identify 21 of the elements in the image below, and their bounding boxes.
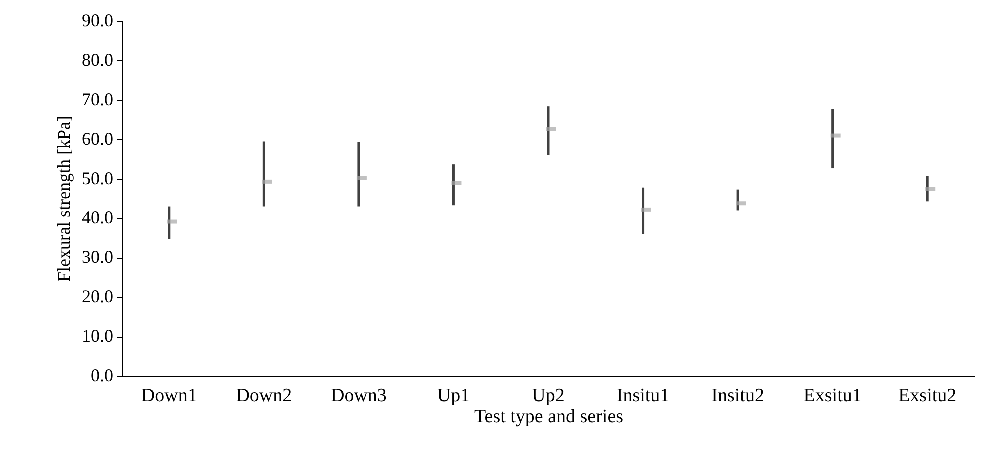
x-tick-label: Up2 <box>532 386 565 406</box>
y-tick-label: 40.0 <box>82 208 114 228</box>
y-tick-label: 60.0 <box>82 128 114 149</box>
y-tick-label: 10.0 <box>82 326 114 346</box>
y-tick-label: 30.0 <box>82 247 114 268</box>
x-tick-label: Insitu2 <box>712 386 764 406</box>
x-tick-label: Exsitu2 <box>898 386 957 406</box>
x-tick-label: Down3 <box>330 386 387 406</box>
x-tick-label: Down2 <box>236 386 292 406</box>
x-tick-label: Up1 <box>437 386 470 406</box>
y-tick-label: 90.0 <box>82 10 114 30</box>
x-tick-label: Insitu1 <box>616 386 670 406</box>
y-tick-label: 0.0 <box>91 366 114 386</box>
y-tick-label: 20.0 <box>82 286 114 307</box>
y-tick-label: 80.0 <box>82 50 114 70</box>
x-tick-label: Exsitu1 <box>804 386 862 406</box>
y-tick-label: 50.0 <box>82 168 114 188</box>
x-axis-title: Test type and series <box>474 406 624 428</box>
y-axis-title: Flexural strength [kPa] <box>54 116 74 282</box>
y-tick-label: 70.0 <box>82 89 114 110</box>
x-tick-label: Down1 <box>141 386 198 406</box>
